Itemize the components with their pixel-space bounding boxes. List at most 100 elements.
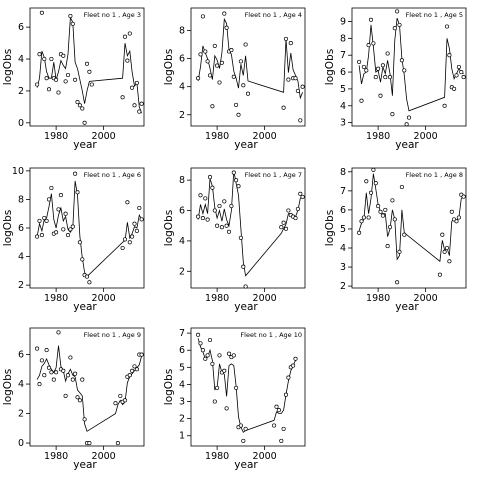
observation-point (461, 75, 466, 80)
observation-point (454, 73, 459, 78)
y-tick-label: 0 (18, 438, 24, 449)
observation-point (281, 220, 286, 225)
observation-point (37, 52, 42, 57)
y-tick-label: 2 (179, 266, 185, 277)
observation-point (127, 373, 132, 378)
observation-point (46, 87, 52, 92)
observation-point (449, 209, 454, 214)
observation-point (293, 76, 298, 81)
observation-point (236, 112, 241, 117)
observation-point (63, 393, 68, 398)
x-axis-label: year (395, 139, 419, 151)
observation-point (134, 80, 139, 85)
observation-point (210, 104, 215, 109)
plot-frame (190, 327, 306, 447)
observation-point (229, 48, 234, 53)
observation-point (39, 10, 44, 15)
observation-point (380, 213, 385, 218)
observation-point (203, 356, 208, 361)
observation-point (89, 82, 94, 87)
observation-point (42, 56, 47, 62)
y-tick-label: 4 (179, 379, 185, 390)
observation-point (44, 218, 49, 223)
observation-point (203, 49, 208, 54)
y-tick-label: 3 (340, 262, 346, 273)
observation-point (224, 406, 229, 411)
observation-point (39, 358, 44, 363)
observation-point (46, 365, 52, 370)
observation-point (139, 217, 144, 222)
observation-point (77, 398, 82, 403)
observation-point (87, 441, 92, 446)
observation-point (222, 199, 227, 204)
observation-point (77, 240, 82, 245)
observation-point (132, 103, 137, 108)
y-tick-label: 2 (18, 86, 24, 97)
observation-point (122, 34, 128, 39)
observation-point (243, 426, 248, 431)
x-tick-label: 2000 (253, 131, 277, 142)
observation-point (229, 203, 234, 209)
observation-point (378, 209, 383, 214)
fitted-line (36, 345, 142, 432)
observation-point (283, 226, 289, 231)
observation-point (226, 351, 232, 356)
plot-frame (29, 7, 145, 127)
observation-point (84, 274, 90, 279)
observation-point (196, 76, 201, 81)
x-axis-label: year (73, 459, 97, 471)
observation-point (452, 86, 457, 91)
observation-point (286, 375, 291, 380)
plot-frame (190, 7, 306, 127)
observation-point (395, 280, 400, 285)
observation-point (87, 280, 92, 285)
observation-point (279, 438, 284, 443)
observation-point (82, 417, 87, 422)
observation-point (226, 229, 232, 234)
observation-point (127, 31, 132, 36)
observation-point (35, 82, 40, 87)
y-tick-label: 9 (340, 16, 346, 27)
observation-point (46, 197, 52, 202)
observation-point (139, 352, 144, 357)
y-tick-label: 8 (179, 175, 185, 186)
observation-point (42, 373, 47, 378)
y-axis-label: logObs (2, 49, 14, 85)
panel-5: Fleet no 1 , Age 7 1980 2000 2 4 6 8 year logObs (163, 167, 306, 313)
observation-point (241, 264, 246, 269)
observation-point (75, 395, 80, 400)
observation-point (442, 249, 447, 254)
observation-point (288, 41, 293, 46)
panel-6: Fleet no 1 , Age 8 1980 2000 2 3 4 5 6 7 8 year log… (324, 167, 467, 313)
observation-point (37, 218, 42, 223)
observation-point (132, 221, 137, 226)
y-tick-label: 3 (340, 118, 346, 129)
observation-point (65, 72, 71, 78)
observation-point (286, 208, 291, 213)
observation-point (231, 353, 236, 358)
observation-point (80, 106, 85, 111)
observation-point (286, 77, 291, 82)
observation-point (125, 200, 130, 205)
y-tick-label: 6 (18, 350, 24, 361)
observation-point (359, 219, 364, 224)
panel-title: Fleet no 1 , Age 8 (406, 171, 463, 179)
observation-point (215, 223, 220, 228)
observation-point (200, 216, 205, 221)
observation-point (371, 167, 376, 172)
plot-frame (351, 167, 467, 289)
observation-point (222, 368, 227, 373)
y-tick-label: 8 (179, 25, 185, 36)
observation-point (39, 233, 44, 238)
observation-point (241, 438, 246, 443)
observation-point (120, 245, 125, 251)
observation-point (63, 211, 68, 216)
observation-point (212, 43, 217, 48)
observation-point (276, 408, 281, 413)
y-tick-label: 2 (18, 409, 24, 420)
x-tick-label: 1980 (366, 293, 390, 304)
observation-point (198, 193, 203, 198)
observation-point (77, 103, 82, 108)
observation-point (366, 215, 371, 220)
observation-point (44, 348, 49, 353)
